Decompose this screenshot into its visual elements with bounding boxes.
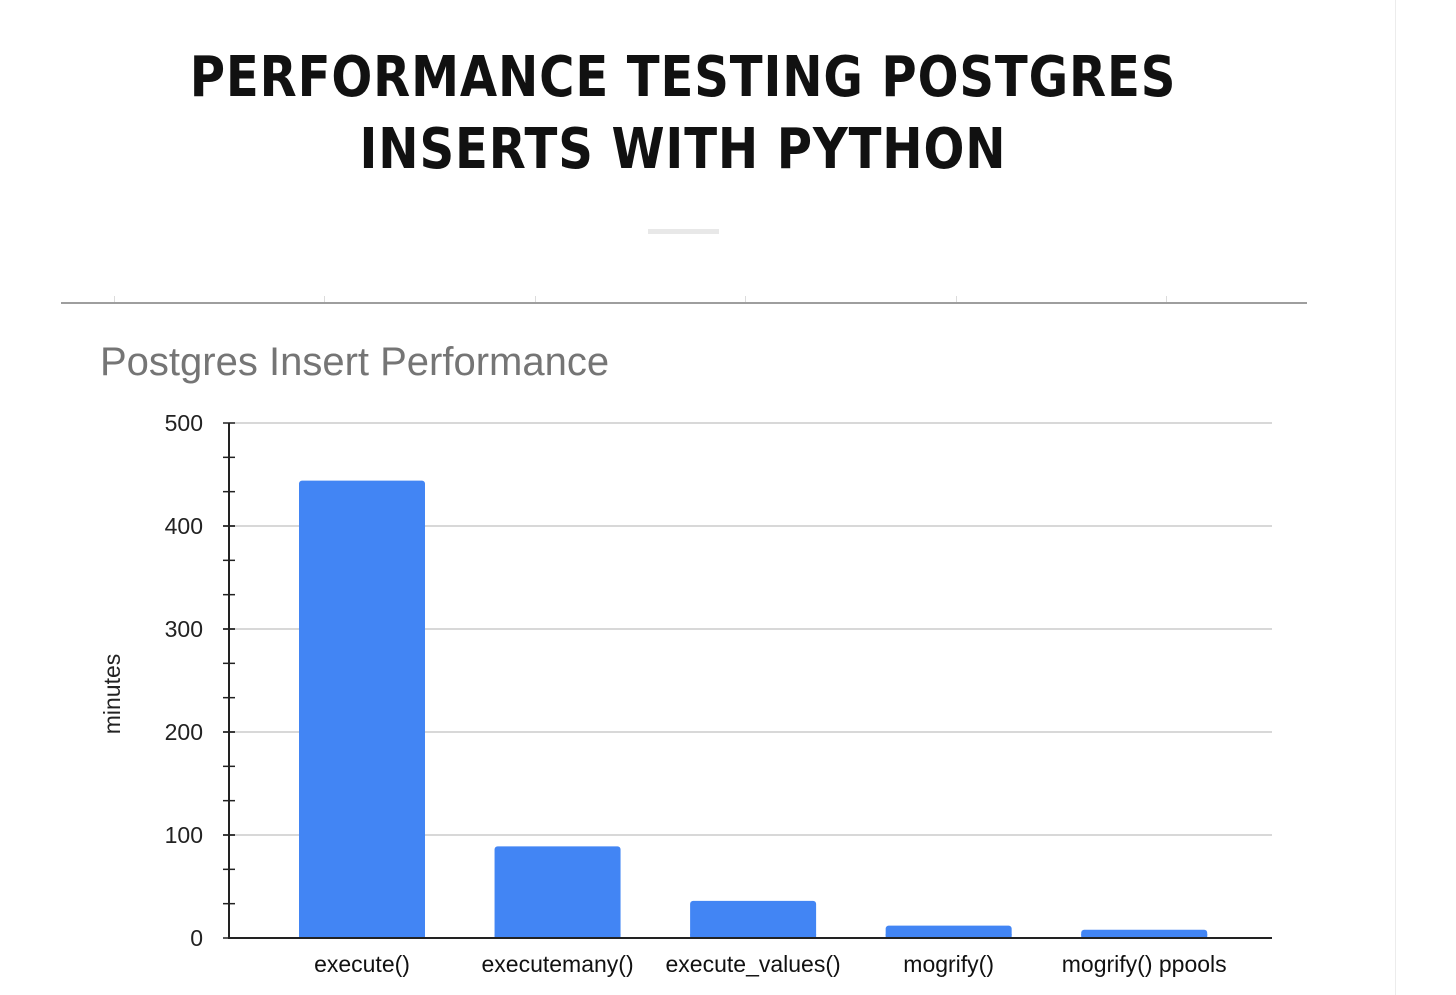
bar-base	[1081, 934, 1208, 938]
y-tick-label: 200	[165, 719, 203, 745]
section-rule	[61, 302, 1307, 304]
chart-title: Postgres Insert Performance	[100, 340, 610, 384]
bar	[690, 900, 817, 938]
section-rule-ticks	[61, 296, 1307, 304]
bar-base	[494, 934, 621, 938]
page-edge-rule	[1395, 0, 1396, 995]
x-tick-label: execute_values()	[666, 951, 841, 977]
y-tick-label: 300	[165, 616, 203, 642]
article-header: Performance Testing Postgres Inserts Wit…	[0, 42, 1366, 186]
bar-base	[690, 934, 817, 938]
y-tick-label: 100	[165, 822, 203, 848]
title-divider	[648, 229, 719, 234]
bar	[494, 846, 621, 938]
y-axis-label: minutes	[99, 654, 125, 735]
bar-base	[885, 934, 1012, 938]
x-tick-label: mogrify() ppools	[1062, 951, 1227, 977]
y-tick-label: 400	[165, 513, 203, 539]
x-tick-label: execute()	[314, 951, 410, 977]
y-tick-label: 0	[190, 925, 203, 951]
article-title: Performance Testing Postgres Inserts Wit…	[189, 45, 1177, 182]
x-tick-label: mogrify()	[903, 951, 994, 977]
bar	[299, 480, 425, 938]
y-tick-label: 500	[165, 410, 203, 436]
x-tick-label: executemany()	[481, 951, 633, 977]
bar-base	[299, 934, 425, 938]
